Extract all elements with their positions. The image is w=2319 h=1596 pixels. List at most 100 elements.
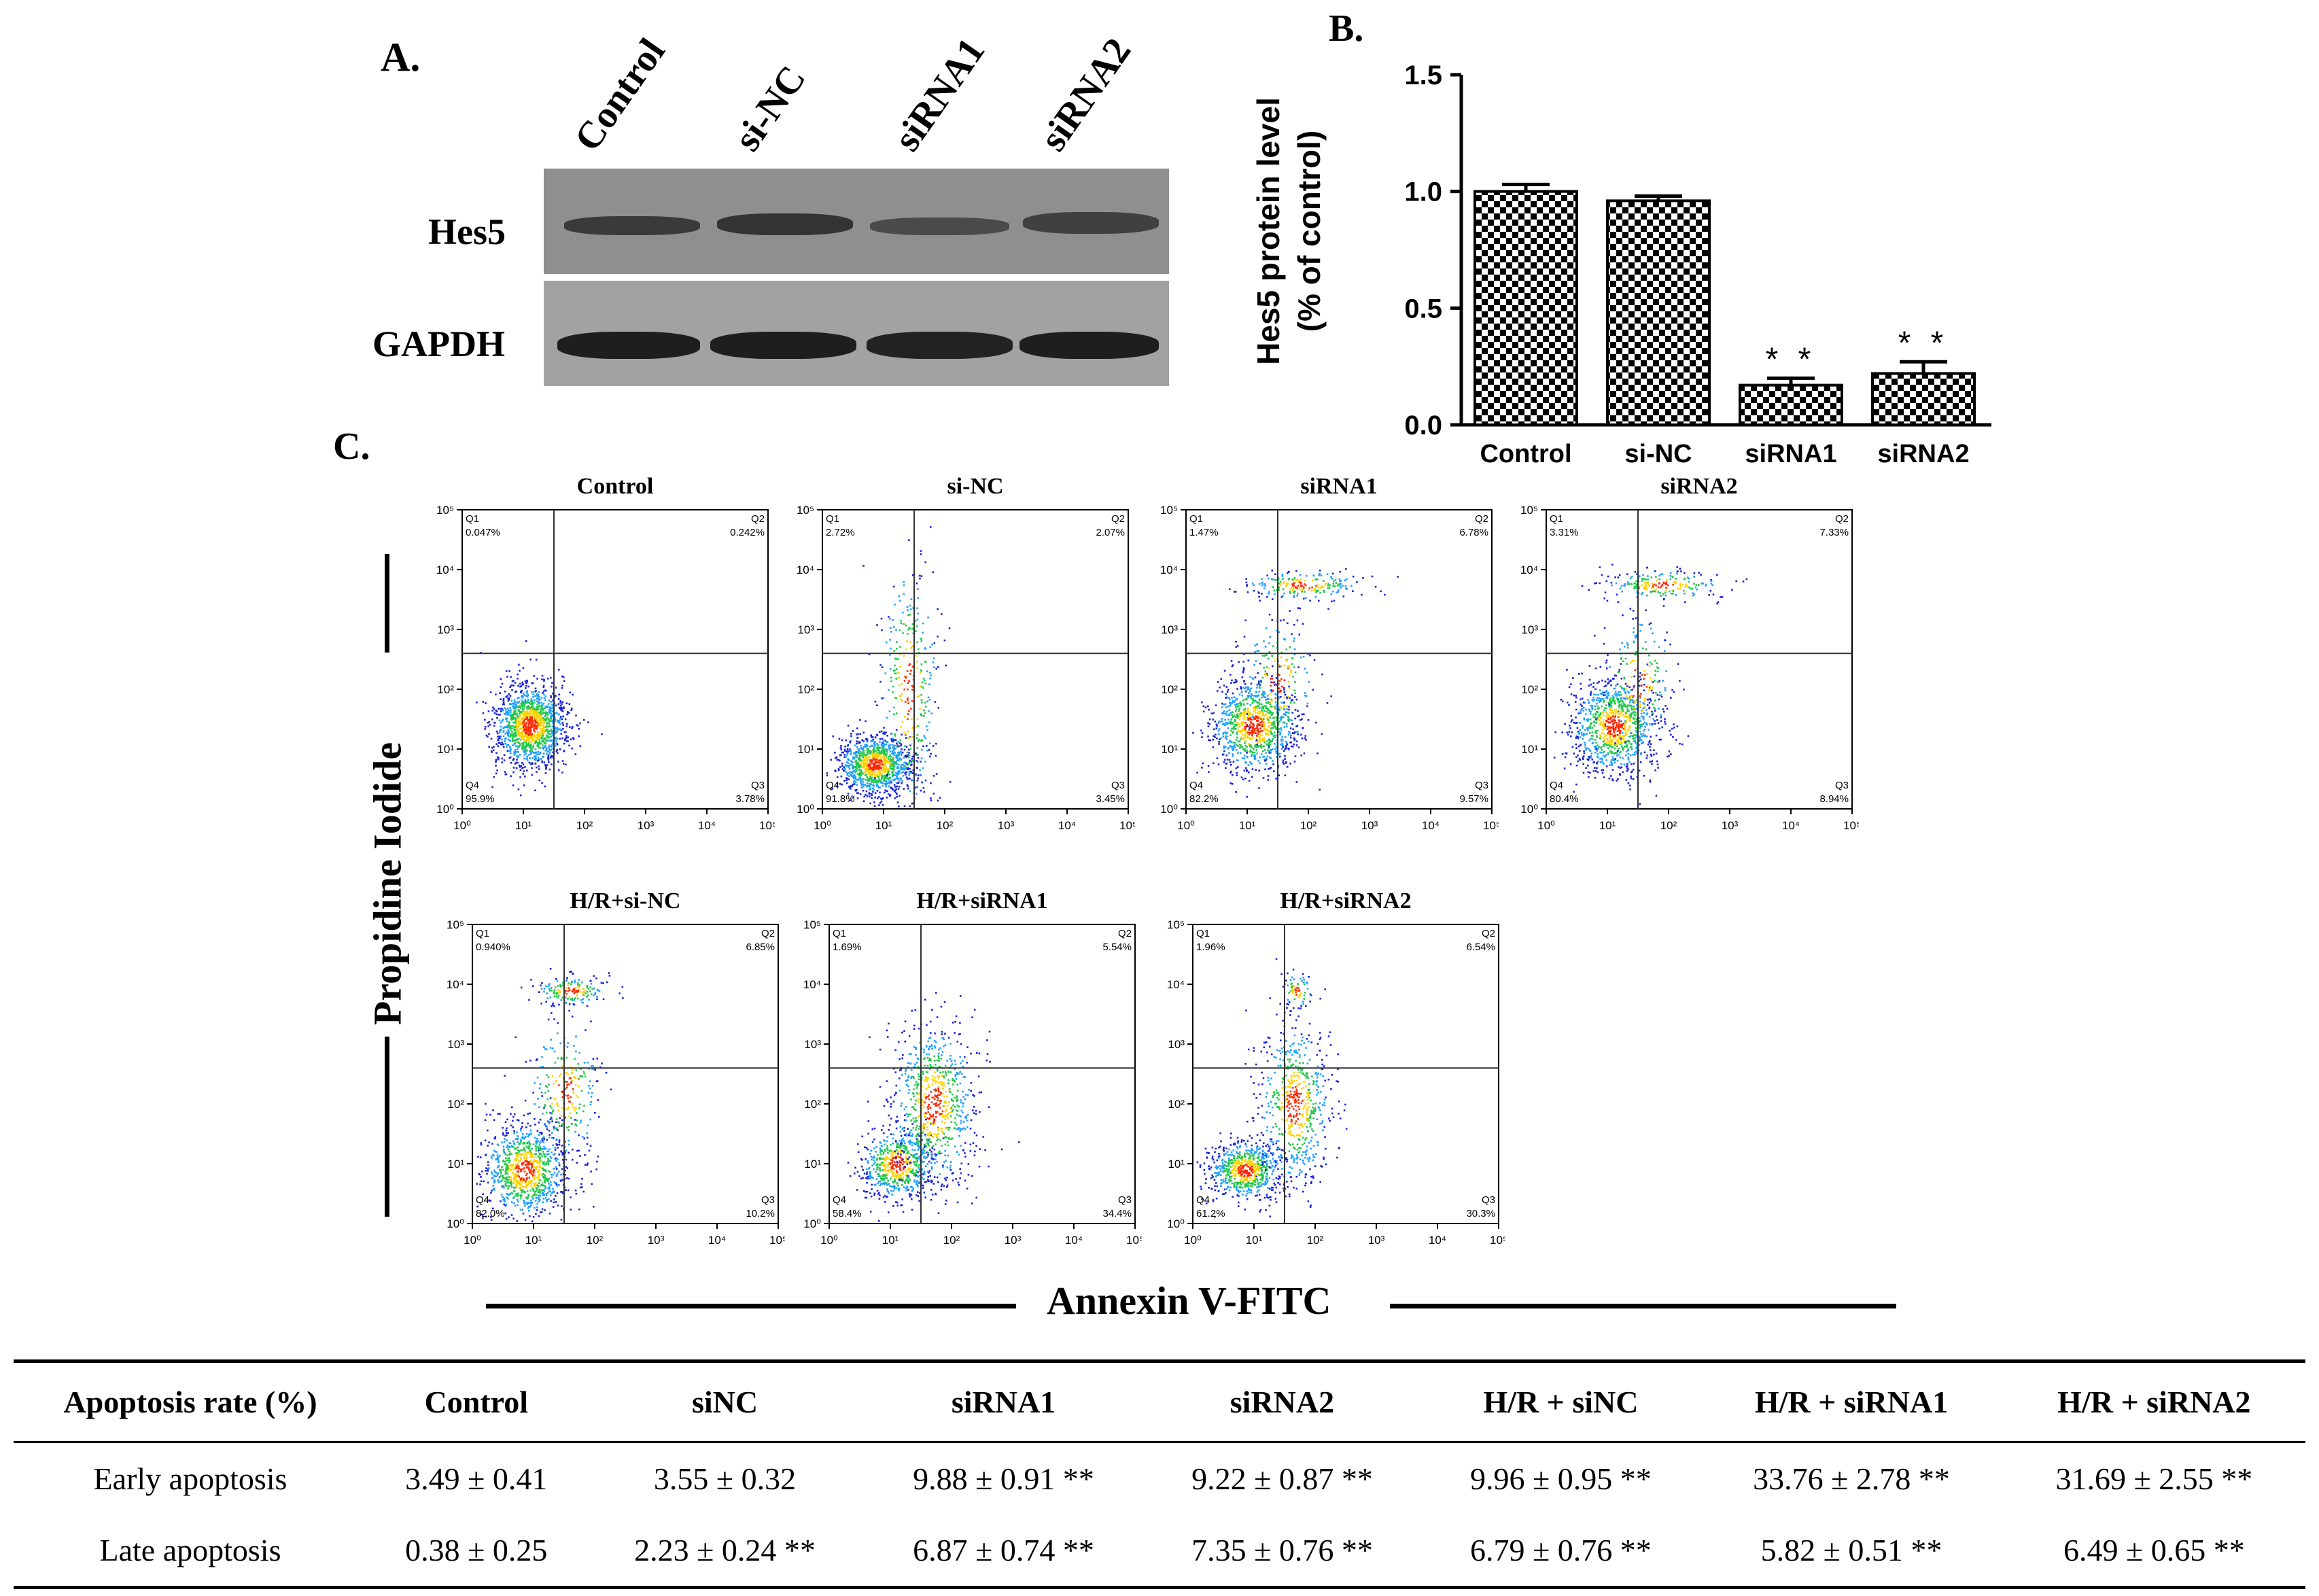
x-tick-label: 10⁵ [1490, 1234, 1505, 1247]
x-tick-label: 10⁴ [1782, 819, 1800, 832]
y-tick-label: 10² [1521, 683, 1538, 696]
quadrant-value: 2.07% [1096, 527, 1125, 538]
quadrant-name: Q4 [466, 780, 479, 791]
x-tick-label: 10³ [648, 1234, 665, 1247]
table-row: Early apoptosis 3.49 ± 0.41 3.55 ± 0.32 … [14, 1442, 2305, 1515]
quadrant-name: Q3 [1111, 780, 1125, 791]
x-tick-label: 10¹ [1239, 819, 1256, 832]
quadrant-value: 58.4% [833, 1208, 862, 1219]
y-tick-label: 10⁴ [803, 978, 821, 991]
table-cell: 3.49 ± 0.41 [405, 1461, 548, 1496]
bar-x-tick-label: siRNA2 [1877, 440, 1969, 468]
hes5-band-control [564, 216, 700, 235]
x-tick-label: 10³ [1722, 819, 1739, 832]
y-tick-label: 10¹ [797, 743, 814, 756]
x-tick-label: 10⁴ [708, 1234, 726, 1247]
y-tick-label: 10⁵ [1160, 504, 1178, 517]
y-tick-label: 10⁵ [436, 504, 454, 517]
flow-plot-title: Control [577, 474, 654, 499]
x-tick-label: 10² [943, 1234, 960, 1247]
x-tick-label: 10¹ [1246, 1234, 1263, 1247]
x-tick-label: 10⁴ [698, 819, 716, 832]
x-tick-label: 10¹ [515, 819, 532, 832]
quadrant-name: Q4 [476, 1194, 489, 1206]
hes5-band-sirna1 [870, 218, 1009, 235]
table-cell: 6.79 ± 0.76 ** [1421, 1514, 1701, 1589]
flow-dots [1196, 958, 1348, 1218]
y-tick-label: 10³ [804, 1038, 821, 1051]
table-header-cell: H/R + siRNA1 [1700, 1359, 2003, 1443]
y-tick-label: 10³ [797, 623, 814, 636]
table-cell: 31.69 ± 2.55 ** [2055, 1461, 2253, 1496]
x-tick-label: 10⁴ [1065, 1234, 1083, 1247]
x-tick-label: 10³ [638, 819, 655, 832]
x-axis-bar-left [486, 1304, 1016, 1308]
quadrant-value: 91.8% [826, 793, 855, 805]
x-tick-label: 10⁵ [759, 819, 775, 832]
y-axis-bar-bottom [385, 1037, 389, 1217]
quadrant-value: 30.3% [1466, 1208, 1495, 1219]
x-tick-label: 10³ [1368, 1234, 1385, 1247]
bar-x-tick-label: si-NC [1624, 440, 1692, 468]
quadrant-value: 0.940% [476, 941, 510, 953]
x-tick-label: 10⁴ [1429, 1234, 1446, 1247]
significance-label: * * [1898, 325, 1949, 361]
quadrant-name: Q3 [1475, 780, 1488, 791]
bar-x-tick-label: Control [1480, 440, 1571, 468]
quadrant-name: Q2 [761, 928, 775, 939]
x-tick-label: 10² [1660, 819, 1677, 832]
gapdh-band-si-nc [710, 332, 856, 359]
flow-plot-frame [1546, 509, 1853, 810]
lane-label-control: Control [566, 31, 674, 159]
table-row: Late apoptosis 0.38 ± 0.25 2.23 ± 0.24 *… [14, 1514, 2305, 1589]
row-label-hes5: Hes5 [428, 211, 506, 252]
bar-y-label-line1: Hes5 protein level [1251, 97, 1286, 365]
x-tick-label: 10⁰ [814, 819, 831, 832]
table-cell: 9.22 ± 0.87 ** [1191, 1461, 1373, 1496]
x-tick-label: 10² [576, 819, 593, 832]
table-header-cell: Apoptosis rate (%) [14, 1359, 367, 1443]
y-tick-label: 10⁰ [1167, 1217, 1185, 1230]
quadrant-name: Q2 [1111, 513, 1125, 525]
bar [1474, 190, 1578, 427]
x-tick-label: 10⁰ [1184, 1234, 1202, 1247]
table-cell: 2.23 ± 0.24 ** [585, 1514, 865, 1589]
quadrant-name: Q2 [1118, 928, 1132, 939]
y-tick-label: 10⁴ [1167, 978, 1185, 991]
quadrant-name: Q3 [1118, 1194, 1132, 1206]
table-header-cell: siRNA1 [864, 1359, 1143, 1443]
y-axis-bar-top [385, 554, 389, 653]
quadrant-value: 0.047% [466, 527, 500, 538]
x-tick-label: 10³ [1361, 819, 1378, 832]
x-tick-label: 10¹ [882, 1234, 899, 1247]
y-tick-label: 10¹ [1161, 743, 1178, 756]
table-header-cell: Control [367, 1359, 586, 1443]
lane-label-si-nc: si-NC [726, 58, 814, 159]
row-label-gapdh: GAPDH [372, 324, 505, 364]
quadrant-name: Q1 [476, 928, 489, 939]
bar-x-tick-label: siRNA1 [1745, 440, 1836, 468]
x-tick-label: 10² [1307, 1234, 1324, 1247]
hes5-bar-chart: Hes5 protein level (% of control) 0.0 0.5… [1251, 60, 1991, 468]
flow-plot-frame [1185, 509, 1493, 810]
y-tick-label: 10² [1168, 1098, 1185, 1111]
flow-plot-title: H/R+siRNA2 [1280, 888, 1411, 914]
y-tick-label: 10³ [1168, 1038, 1185, 1051]
flow-dots [847, 992, 1020, 1222]
quadrant-value: 1.96% [1196, 941, 1225, 953]
bar-y-tick-label: 1.5 [1404, 60, 1442, 90]
quadrant-value: 95.9% [466, 793, 495, 805]
quadrant-name: Q4 [826, 780, 839, 791]
x-tick-label: 10⁵ [1483, 819, 1499, 832]
y-tick-label: 10⁵ [803, 918, 821, 931]
y-tick-label: 10¹ [1168, 1158, 1185, 1170]
table-cell: 3.55 ± 0.32 [653, 1461, 797, 1496]
y-tick-label: 10⁵ [1167, 918, 1185, 931]
significance-label: * * [1766, 341, 1817, 377]
x-tick-label: 10⁴ [1422, 819, 1440, 832]
quadrant-value: 7.33% [1819, 527, 1849, 538]
quadrant-value: 2.72% [826, 527, 855, 538]
x-tick-label: 10⁴ [1058, 819, 1076, 832]
y-tick-label: 10⁰ [803, 1217, 821, 1230]
